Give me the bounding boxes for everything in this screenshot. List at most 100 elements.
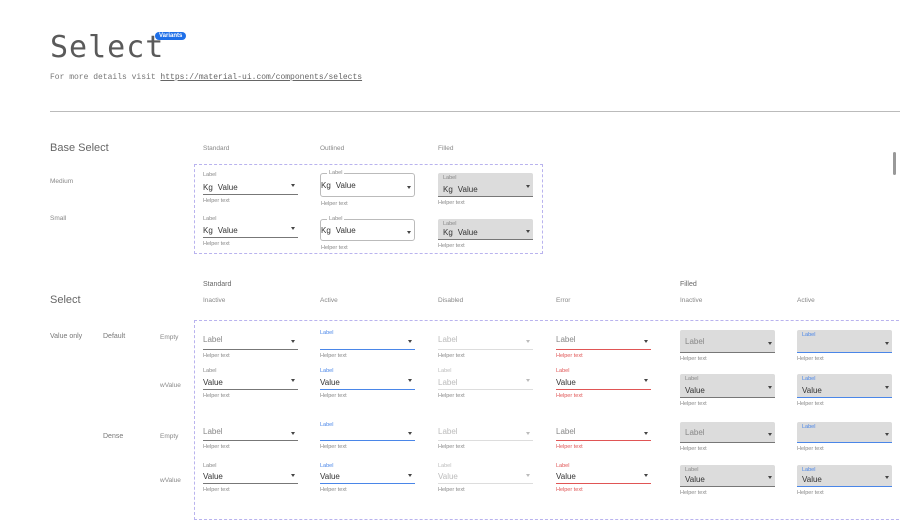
helper-text: Helper text [203, 198, 230, 204]
standard-select-active[interactable]: Label Helper text [320, 330, 415, 359]
unit-prefix: Kg [203, 183, 213, 192]
filled-select-inactive[interactable]: Label Kg Value Helper text [438, 219, 533, 249]
placeholder-label: Label [203, 335, 223, 344]
value-text: Value [335, 181, 356, 190]
field-value: Kg Value [443, 228, 478, 237]
underline [320, 348, 415, 350]
placeholder-label: Label [438, 427, 458, 436]
standard-select-error[interactable]: Label Value Helper text [556, 368, 651, 399]
col-active: Active [320, 297, 338, 304]
base-variants-frame [194, 164, 543, 254]
standard-select-active[interactable]: Label Value Helper text [320, 463, 415, 493]
filled-select-active[interactable]: Label Helper text [797, 330, 892, 362]
chevron-down-icon [644, 340, 648, 343]
underline [797, 441, 892, 443]
helper-text: Helper text [203, 393, 230, 399]
section-value-only: Value only [50, 333, 83, 340]
unit-prefix: Kg [321, 226, 331, 235]
underline [797, 485, 892, 487]
field-label: Label [802, 424, 816, 430]
chevron-down-icon [768, 476, 772, 479]
density-default: Default [103, 333, 126, 340]
state-wvalue: wValue [160, 477, 181, 484]
field-label: Label [438, 368, 452, 374]
standard-select-error[interactable]: Label Helper text [556, 330, 651, 359]
filled-select-inactive[interactable]: Label Helper text [680, 422, 775, 452]
field-value: Value [203, 378, 223, 387]
helper-text: Helper text [556, 444, 583, 450]
standard-select-inactive[interactable]: Label Helper text [203, 422, 298, 450]
filled-select-inactive[interactable]: Label Value Helper text [680, 465, 775, 496]
value-text: Value [556, 472, 576, 481]
standard-select-inactive[interactable]: Label Value Helper text [203, 368, 298, 399]
field-value: Value [438, 472, 458, 481]
value-text: Value [320, 472, 340, 481]
divider [50, 111, 900, 112]
chevron-down-icon [885, 386, 889, 389]
value-text: Value [802, 386, 822, 395]
underline [438, 389, 533, 390]
underline [680, 397, 775, 398]
helper-text: Helper text [797, 490, 824, 496]
filled-select-active[interactable]: Label Value Helper text [797, 465, 892, 496]
field-value: Kg Value [203, 183, 238, 192]
helper-text: Helper text [320, 487, 347, 493]
chevron-down-icon [291, 432, 295, 435]
chevron-down-icon [768, 342, 772, 345]
helper-text: Helper text [797, 356, 824, 362]
underline [556, 348, 651, 350]
placeholder-label: Label [685, 337, 705, 346]
standard-select-inactive[interactable]: Label Helper text [203, 330, 298, 359]
field-value: Value [320, 378, 340, 387]
chevron-down-icon [407, 231, 411, 234]
chevron-down-icon [885, 433, 889, 436]
standard-select-inactive[interactable]: Label Value Helper text [203, 463, 298, 493]
filled-select-inactive[interactable]: Label Value Helper text [680, 374, 775, 407]
filled-select-active[interactable]: Label Value Helper text [797, 374, 892, 407]
chevron-down-icon [526, 432, 530, 435]
helper-text: Helper text [556, 353, 583, 359]
field-label: Label [203, 216, 217, 222]
chevron-down-icon [291, 474, 295, 477]
filled-select-inactive[interactable]: Label Helper text [680, 330, 775, 362]
helper-text: Helper text [438, 353, 465, 359]
standard-select-error[interactable]: Label Value Helper text [556, 463, 651, 493]
helper-text: Helper text [680, 446, 707, 452]
col-disabled: Disabled [438, 297, 464, 304]
field-value: Kg Value [203, 226, 238, 235]
underline [203, 483, 298, 484]
underline [203, 194, 298, 195]
underline [203, 237, 298, 238]
filled-select-inactive[interactable]: Label Kg Value Helper text [438, 173, 533, 206]
field-label: Label [320, 368, 334, 374]
field-value: Kg Value [443, 185, 478, 194]
helper-text: Helper text [680, 356, 707, 362]
standard-select-inactive[interactable]: Label Kg Value Helper text [203, 172, 298, 204]
helper-text: Helper text [438, 200, 465, 206]
field-label: Label [556, 463, 570, 469]
underline [203, 440, 298, 441]
outlined-select-inactive[interactable]: Label Kg Value Helper text [320, 216, 415, 251]
standard-select-inactive[interactable]: Label Kg Value Helper text [203, 216, 298, 247]
placeholder-label: Label [438, 335, 458, 344]
placeholder-label: Label [685, 428, 705, 437]
underline [680, 352, 775, 353]
standard-select-active[interactable]: Label Value Helper text [320, 368, 415, 399]
helper-text: Helper text [556, 487, 583, 493]
scrollbar[interactable] [893, 152, 896, 175]
docs-link[interactable]: https://material-ui.com/components/selec… [160, 73, 363, 82]
value-text: Value [203, 472, 223, 481]
standard-select-error[interactable]: Label Helper text [556, 422, 651, 450]
variants-badge: Variants [155, 32, 187, 40]
base-select-heading: Base Select [50, 142, 109, 154]
standard-select-active[interactable]: Label Helper text [320, 422, 415, 450]
state-wvalue: wValue [160, 382, 181, 389]
field-label: Label [327, 170, 345, 176]
filled-select-active[interactable]: Label Helper text [797, 422, 892, 452]
helper-text: Helper text [203, 444, 230, 450]
field-label: Label [802, 332, 816, 338]
field-value: Value [203, 472, 223, 481]
helper-text: Helper text [438, 444, 465, 450]
field-value: Value [320, 472, 340, 481]
outlined-select-inactive[interactable]: Label Kg Value Helper text [320, 170, 415, 207]
